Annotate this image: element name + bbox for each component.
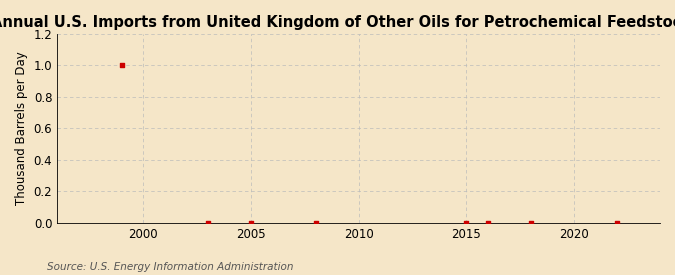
Text: Source: U.S. Energy Information Administration: Source: U.S. Energy Information Administ… <box>47 262 294 272</box>
Point <box>246 221 256 225</box>
Point <box>483 221 493 225</box>
Point <box>461 221 472 225</box>
Point <box>202 221 213 225</box>
Point <box>525 221 536 225</box>
Y-axis label: Thousand Barrels per Day: Thousand Barrels per Day <box>15 51 28 205</box>
Point <box>612 221 622 225</box>
Title: Annual U.S. Imports from United Kingdom of Other Oils for Petrochemical Feedstoc: Annual U.S. Imports from United Kingdom … <box>0 15 675 30</box>
Point <box>310 221 321 225</box>
Point <box>116 63 127 68</box>
